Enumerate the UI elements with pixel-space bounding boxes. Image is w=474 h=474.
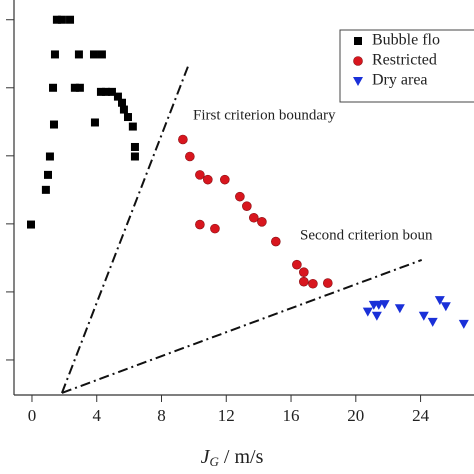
point: [52, 15, 61, 24]
annotation: First criterion boundary: [193, 107, 336, 123]
point: [371, 311, 382, 321]
point: [257, 217, 267, 227]
criterion-line: [61, 258, 423, 394]
point: [123, 113, 132, 122]
x-label-unit: / m/s: [219, 446, 264, 468]
x-tick-label: 4: [92, 406, 101, 425]
point: [195, 219, 205, 230]
point: [89, 50, 98, 59]
point: [178, 134, 188, 145]
point: [299, 267, 309, 277]
x-label-symbol: J: [201, 446, 211, 468]
point: [242, 201, 252, 211]
point: [458, 319, 469, 329]
point: [75, 83, 84, 92]
point: [185, 151, 195, 162]
point: [220, 174, 230, 185]
point: [379, 300, 390, 310]
x-tick-label: 24: [412, 406, 430, 425]
point: [117, 98, 126, 107]
x-tick-label: 12: [218, 406, 235, 425]
point: [27, 220, 36, 229]
point: [113, 92, 122, 101]
point: [101, 87, 110, 96]
point: [49, 83, 58, 92]
x-tick-label: 8: [157, 406, 166, 425]
point: [119, 105, 128, 114]
legend-box: [339, 29, 474, 103]
point: [97, 50, 106, 59]
point: [427, 317, 438, 327]
point: [130, 142, 139, 151]
x-label-subscript: G: [210, 454, 220, 469]
point: [49, 120, 58, 129]
point: [248, 212, 259, 223]
point: [394, 304, 405, 314]
point: [271, 236, 281, 247]
point: [322, 278, 333, 288]
x-tick-label: 16: [283, 406, 300, 425]
legend-label: Restricted: [372, 52, 437, 69]
point: [210, 223, 220, 234]
point: [130, 152, 139, 161]
point: [308, 278, 318, 289]
legend-label: Bubble flo: [372, 32, 440, 49]
point: [107, 87, 116, 96]
point: [299, 276, 309, 287]
annotation: Second criterion boun: [300, 227, 433, 243]
point: [44, 170, 53, 179]
point: [66, 15, 75, 24]
legend-marker: [353, 56, 363, 66]
legend-label: Dry area: [372, 72, 428, 89]
point: [128, 122, 137, 131]
point: [418, 311, 429, 321]
criterion-line: [60, 66, 189, 394]
point: [440, 302, 451, 312]
legend-marker: [354, 37, 362, 45]
point: [195, 170, 205, 180]
legend-marker: [353, 77, 363, 86]
point: [50, 50, 59, 59]
point: [362, 307, 373, 317]
point: [292, 259, 302, 270]
x-tick-label: 20: [347, 406, 364, 425]
point: [235, 191, 245, 202]
point: [203, 174, 213, 185]
point: [74, 50, 83, 59]
point: [41, 185, 50, 194]
point: [434, 296, 445, 306]
x-tick-label: 0: [28, 406, 37, 425]
point: [57, 15, 66, 24]
point: [96, 87, 105, 96]
point: [70, 83, 79, 92]
point: [90, 118, 99, 127]
point: [45, 152, 54, 161]
x-axis-label: JG / m/s: [201, 446, 264, 469]
